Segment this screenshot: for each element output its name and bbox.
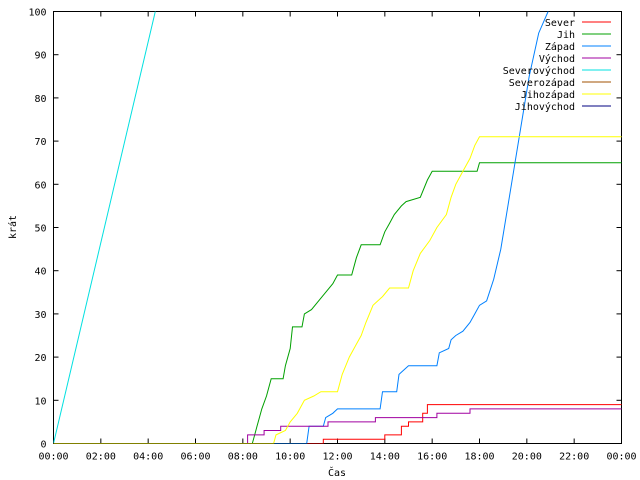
series-line-Východ xyxy=(53,408,622,444)
legend: SeverJihZápadVýchodSeverovýchodSeverozáp… xyxy=(503,18,611,113)
legend-label: Jihovýchod xyxy=(515,101,575,113)
y-tick-label: 70 xyxy=(34,137,46,148)
legend-label: Severozápad xyxy=(509,77,575,89)
series-line-Severovýchod xyxy=(53,11,156,444)
series-line-Západ xyxy=(53,11,549,444)
series-line-Sever xyxy=(53,404,622,444)
y-tick-label: 80 xyxy=(34,94,46,105)
y-tick-label: 0 xyxy=(40,440,46,451)
y-tick-label: 20 xyxy=(34,353,46,364)
x-tick-label: 08:00 xyxy=(228,452,258,463)
legend-label: Jihozápad xyxy=(521,89,575,101)
y-tick-label: 90 xyxy=(34,51,46,62)
x-tick-label: 02:00 xyxy=(86,452,116,463)
x-axis-label: Čas xyxy=(328,466,346,479)
legend-label: Západ xyxy=(545,41,575,53)
legend-label: Severovýchod xyxy=(503,65,575,77)
x-tick-label: 04:00 xyxy=(133,452,163,463)
y-tick-label: 60 xyxy=(34,180,46,191)
x-tick-label: 06:00 xyxy=(180,452,210,463)
x-tick-label: 14:00 xyxy=(370,452,400,463)
x-tick-label: 00:00 xyxy=(38,452,68,463)
y-tick-label: 100 xyxy=(28,8,46,19)
x-tick-label: 12:00 xyxy=(322,452,352,463)
x-tick-label: 00:00 xyxy=(606,452,636,463)
y-tick-label: 40 xyxy=(34,267,46,278)
x-tick-label: 20:00 xyxy=(512,452,542,463)
legend-label: Východ xyxy=(539,53,575,65)
y-tick-label: 30 xyxy=(34,310,46,321)
x-axis-ticks: 00:00 02:00 04:00 06:00 08:00 10:00 12:00 14:00… xyxy=(38,11,637,463)
legend-label: Sever xyxy=(545,18,575,29)
x-tick-label: 18:00 xyxy=(464,452,494,463)
series-layer xyxy=(53,11,622,444)
x-tick-label: 22:00 xyxy=(559,452,589,463)
x-tick-label: 16:00 xyxy=(417,452,447,463)
y-tick-label: 50 xyxy=(34,224,46,235)
series-line-Jihozápad xyxy=(53,136,622,444)
x-tick-label: 10:00 xyxy=(275,452,305,463)
y-axis-ticks: 0 10 20 30 40 50 60 70 80 90 100 xyxy=(28,8,622,451)
y-axis-label: krát xyxy=(7,215,19,239)
series-line-Jih xyxy=(53,162,622,444)
y-tick-label: 10 xyxy=(34,396,46,407)
legend-label: Jih xyxy=(557,30,575,41)
